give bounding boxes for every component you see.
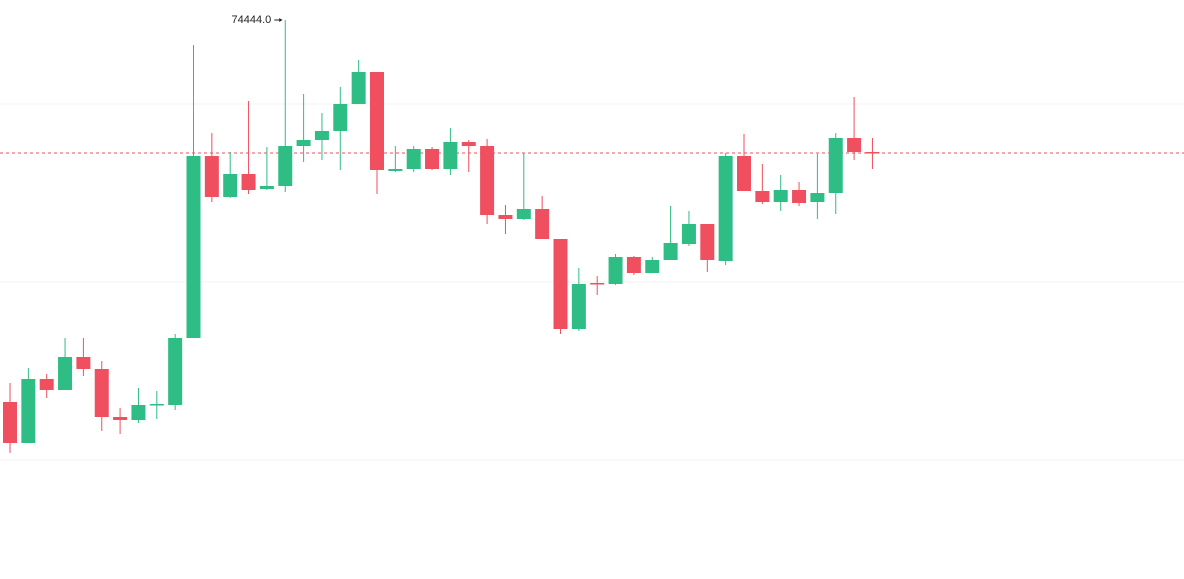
candle-body xyxy=(370,72,384,170)
candle-body xyxy=(223,174,238,197)
candle-body xyxy=(39,379,54,390)
candle-body xyxy=(681,224,696,244)
candle-body xyxy=(314,131,329,140)
candle-body xyxy=(296,140,311,146)
candle-body xyxy=(278,146,293,186)
candle-body xyxy=(241,174,256,190)
candle-body xyxy=(131,405,146,420)
candle-body xyxy=(755,191,770,202)
candle-body xyxy=(58,357,73,390)
candle-body xyxy=(828,138,843,193)
annotation-arrowhead xyxy=(279,18,283,22)
candle-body xyxy=(498,215,513,219)
candle-body xyxy=(480,146,495,215)
candle-body xyxy=(516,209,531,219)
candle-body xyxy=(645,260,660,273)
candle-body xyxy=(21,379,36,443)
candle-body xyxy=(443,142,458,169)
candle-body xyxy=(663,243,678,260)
candle-body xyxy=(847,138,862,152)
candle-body xyxy=(461,142,476,146)
candle-body xyxy=(425,149,440,169)
grid xyxy=(0,103,1184,461)
candle-body xyxy=(553,239,568,329)
candle-body xyxy=(700,224,715,260)
candle-body xyxy=(792,190,807,203)
candle-body xyxy=(608,257,623,284)
candle-body xyxy=(773,190,788,202)
candle-body xyxy=(865,152,880,154)
candle-body xyxy=(626,257,641,273)
candle-body xyxy=(571,284,586,329)
high-annotation: 74444.0 xyxy=(231,14,271,26)
candle-body xyxy=(333,104,348,131)
candle-body xyxy=(259,186,274,189)
candle-body xyxy=(388,169,403,171)
candle-body xyxy=(186,156,201,338)
candle-body xyxy=(168,338,183,405)
candle-body xyxy=(149,404,164,406)
candle-body xyxy=(737,156,751,191)
candle-body xyxy=(590,283,605,285)
candle-body xyxy=(113,417,128,420)
candle-body xyxy=(406,149,421,169)
candle-body xyxy=(3,402,17,443)
candle-body xyxy=(718,156,733,261)
candle-body xyxy=(76,357,91,369)
candle-body xyxy=(535,209,550,239)
candle-body xyxy=(94,369,109,417)
candle-body xyxy=(351,72,366,104)
candle-body xyxy=(810,193,825,202)
candle-body xyxy=(204,156,219,197)
